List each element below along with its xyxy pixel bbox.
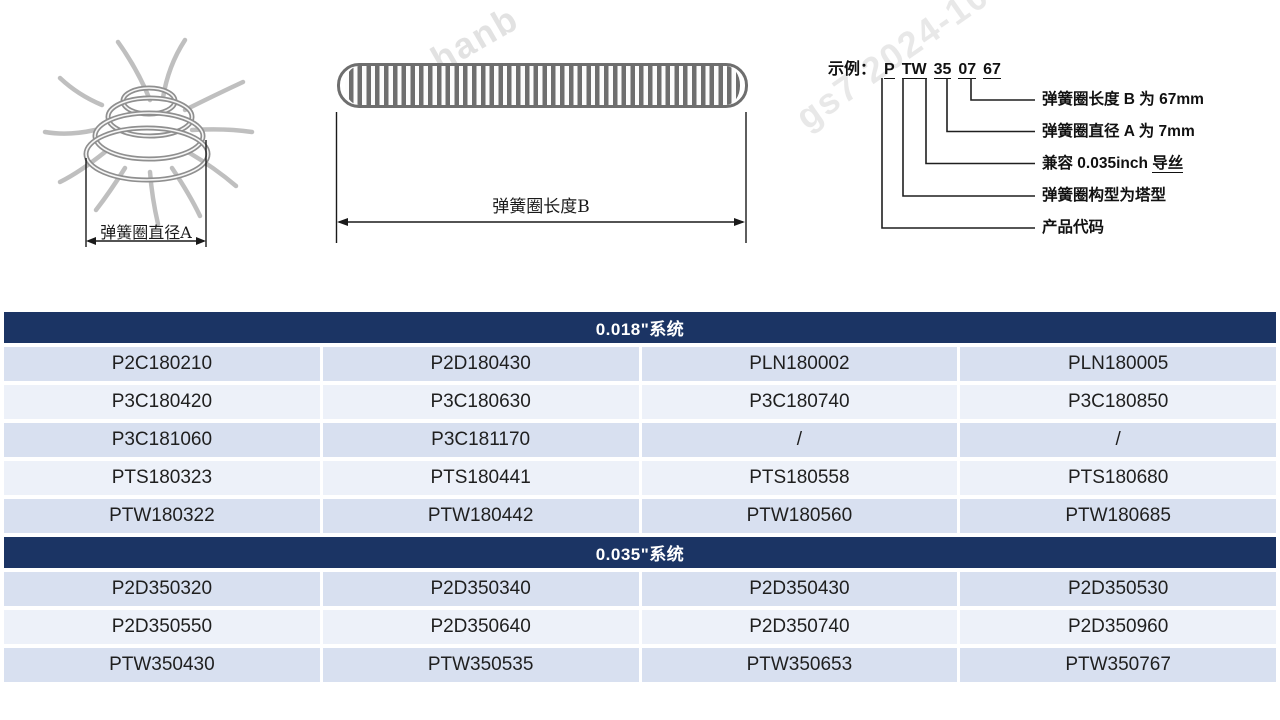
section-header-035: 0.035"系统 xyxy=(4,537,1276,568)
code-label-length: 弹簧圈长度 B 为 67mm xyxy=(1042,91,1204,109)
table-cell: P3C181060 xyxy=(4,423,320,457)
code-segment-p: P xyxy=(884,61,895,79)
table-cell: P2D350740 xyxy=(641,610,958,644)
table-cell: / xyxy=(960,423,1276,457)
table-cell: PTW180442 xyxy=(322,499,639,533)
table-cell: P2D350320 xyxy=(4,572,320,606)
tower-coil-drawing xyxy=(42,37,255,247)
table-cell: P2D350530 xyxy=(960,572,1276,606)
code-label-shape-text: 弹簧圈构型为塔型 xyxy=(1042,187,1167,204)
table-cell: PTW180560 xyxy=(641,499,958,533)
coil-loops xyxy=(83,85,211,183)
code-label-product-text: 产品代码 xyxy=(1042,219,1105,236)
table-cell: P3C181170 xyxy=(322,423,639,457)
product-code-table: 0.018"系统 P2C180210 P2D180430 PLN180002 P… xyxy=(4,312,1276,682)
table-cell: PLN180002 xyxy=(641,347,958,381)
table-cell: P3C180630 xyxy=(322,385,639,419)
table-cell: P2D350960 xyxy=(960,610,1276,644)
table-cell: P2D180430 xyxy=(322,347,639,381)
table-cell: PTW180322 xyxy=(4,499,320,533)
example-prefix: 示例： xyxy=(828,61,877,78)
code-segment-tw: TW xyxy=(901,61,927,79)
coil-fibers xyxy=(42,37,255,227)
table-cell: PTW350653 xyxy=(641,648,958,682)
code-label-shape: 弹簧圈构型为塔型 xyxy=(1042,187,1166,205)
code-label-guidewire: 兼容 0.035inch 导丝 xyxy=(1042,155,1184,173)
table-cell: P2D350430 xyxy=(641,572,958,606)
code-label-diameter-text: 弹簧圈直径 A 为 7mm xyxy=(1042,123,1195,140)
straight-coil-drawing xyxy=(337,63,748,108)
table-cell: PTS180558 xyxy=(641,461,958,495)
table-cell: PTW350430 xyxy=(4,648,320,682)
code-segment-07: 07 xyxy=(958,61,977,79)
code-segment-35: 35 xyxy=(933,61,952,79)
diameter-dimension-lines xyxy=(85,140,207,247)
example-code-line: 示例： P TW 35 07 67 xyxy=(828,55,1008,79)
table-cell: PTW350535 xyxy=(322,648,639,682)
table-cell: P2D350550 xyxy=(4,610,320,644)
table-cell: PTW180685 xyxy=(960,499,1276,533)
code-label-length-text: 弹簧圈长度 B 为 67mm xyxy=(1042,91,1204,108)
table-cell: P3C180420 xyxy=(4,385,320,419)
table-cell: PTS180441 xyxy=(322,461,639,495)
table-cell: P3C180850 xyxy=(960,385,1276,419)
code-tree-lines xyxy=(881,78,1035,229)
code-segment-67: 67 xyxy=(983,61,1001,79)
table-cell: P2D350640 xyxy=(322,610,639,644)
table-cell: PTS180680 xyxy=(960,461,1276,495)
table-cell: PTW350767 xyxy=(960,648,1276,682)
diameter-label: 弹簧圈直径A xyxy=(100,223,192,242)
table-cell: PLN180005 xyxy=(960,347,1276,381)
table-cell: / xyxy=(641,423,958,457)
table-cell: PTS180323 xyxy=(4,461,320,495)
length-label: 弹簧圈长度B xyxy=(492,197,590,217)
diameter-arrowheads xyxy=(86,237,206,245)
table-cell: P2C180210 xyxy=(4,347,320,381)
length-dimension-lines xyxy=(335,112,747,243)
code-label-guidewire-ul: 导丝 xyxy=(1152,155,1184,173)
code-label-diameter: 弹簧圈直径 A 为 7mm xyxy=(1042,123,1195,141)
table-cell: P3C180740 xyxy=(641,385,958,419)
table-cell: P2D350340 xyxy=(322,572,639,606)
section-header-018: 0.018"系统 xyxy=(4,312,1276,343)
code-label-product: 产品代码 xyxy=(1042,219,1104,237)
code-label-guidewire-text: 兼容 0.035inch xyxy=(1042,155,1153,172)
